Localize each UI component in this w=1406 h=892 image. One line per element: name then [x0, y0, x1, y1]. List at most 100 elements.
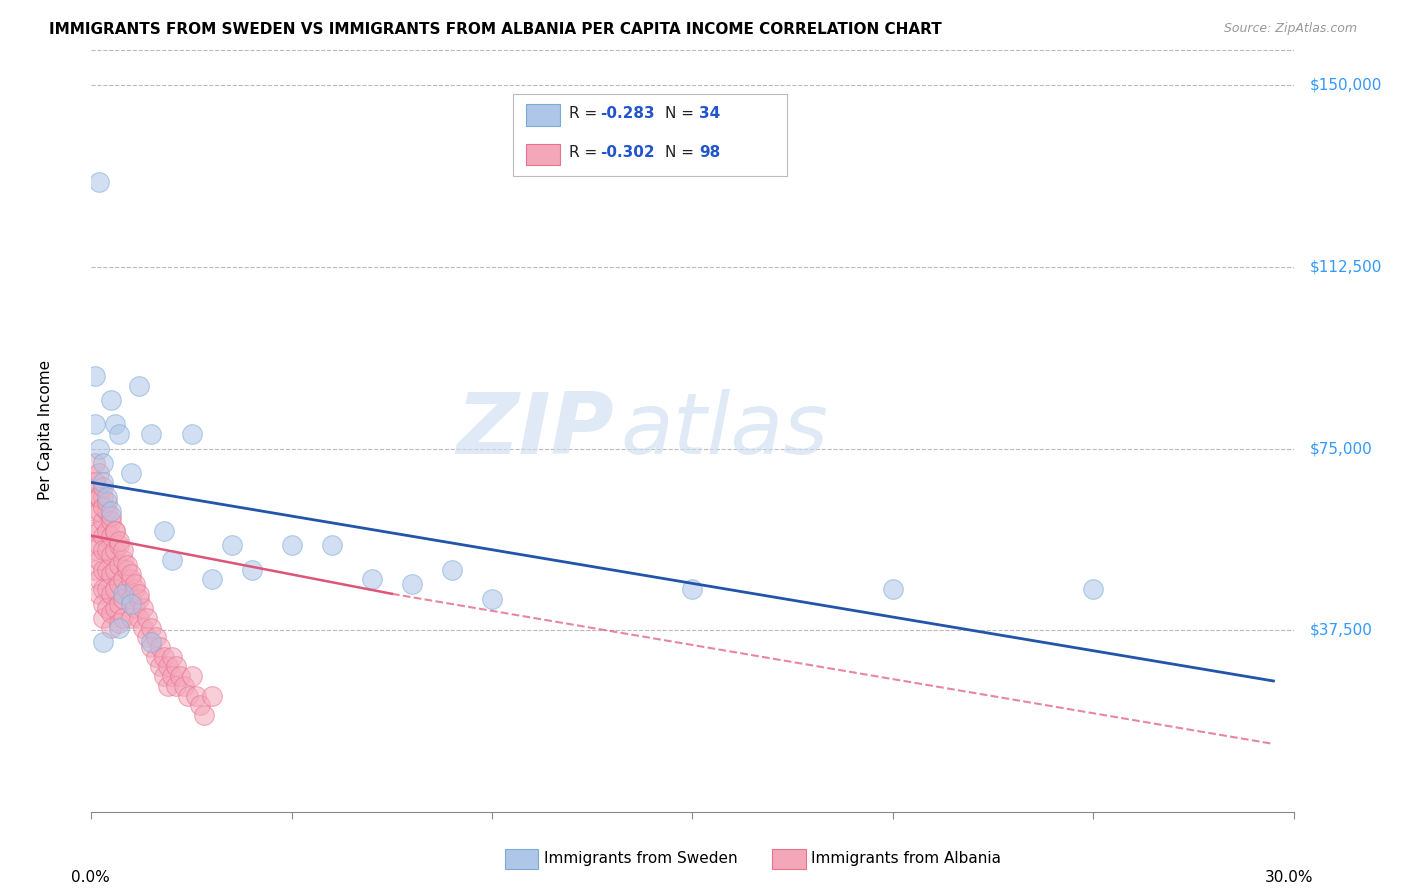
Text: R =: R =: [569, 106, 603, 120]
Text: 98: 98: [699, 145, 720, 160]
Point: [104, 563, 127, 577]
Point: [401, 577, 423, 591]
Point: [176, 689, 198, 703]
Point: [124, 577, 146, 591]
Point: [93, 597, 115, 611]
Point: [200, 572, 222, 586]
Point: [152, 524, 174, 538]
Text: -0.283: -0.283: [600, 106, 655, 120]
Point: [100, 587, 122, 601]
Point: [681, 582, 703, 596]
Point: [128, 611, 150, 625]
Point: [160, 553, 183, 567]
Text: N =: N =: [665, 145, 699, 160]
Point: [104, 543, 127, 558]
Point: [89, 587, 111, 601]
Text: ZIP: ZIP: [457, 389, 614, 472]
Point: [169, 669, 191, 683]
Point: [121, 597, 143, 611]
Text: $150,000: $150,000: [1309, 78, 1382, 93]
Point: [93, 475, 115, 490]
Point: [112, 543, 135, 558]
Point: [96, 495, 118, 509]
Point: [89, 466, 111, 480]
Point: [108, 597, 131, 611]
Point: [112, 587, 135, 601]
Text: Immigrants from Sweden: Immigrants from Sweden: [544, 851, 738, 865]
Point: [96, 490, 118, 504]
Point: [121, 572, 143, 586]
Point: [84, 456, 107, 470]
Point: [84, 368, 107, 383]
Point: [89, 524, 111, 538]
Point: [89, 490, 111, 504]
Point: [96, 582, 118, 596]
Point: [89, 538, 111, 552]
Point: [141, 635, 163, 649]
Point: [141, 640, 163, 654]
Point: [93, 611, 115, 625]
Point: [481, 591, 503, 606]
Point: [89, 553, 111, 567]
Point: [112, 611, 135, 625]
Point: [100, 548, 122, 562]
Point: [104, 524, 127, 538]
Text: 34: 34: [699, 106, 720, 120]
Point: [112, 553, 135, 567]
Point: [193, 707, 215, 722]
Point: [89, 504, 111, 518]
Point: [132, 621, 155, 635]
Point: [104, 582, 127, 596]
Point: [108, 558, 131, 572]
Text: IMMIGRANTS FROM SWEDEN VS IMMIGRANTS FROM ALBANIA PER CAPITA INCOME CORRELATION : IMMIGRANTS FROM SWEDEN VS IMMIGRANTS FRO…: [49, 22, 942, 37]
Point: [100, 567, 122, 582]
Point: [84, 504, 107, 518]
Point: [882, 582, 904, 596]
Point: [104, 417, 127, 432]
Point: [360, 572, 382, 586]
Point: [108, 621, 131, 635]
Point: [84, 524, 107, 538]
Point: [160, 669, 183, 683]
Point: [321, 538, 343, 552]
Point: [141, 427, 163, 442]
Text: $75,000: $75,000: [1309, 441, 1372, 456]
Point: [100, 393, 122, 408]
Point: [89, 175, 111, 189]
Point: [124, 582, 146, 596]
Point: [180, 427, 202, 442]
Point: [128, 591, 150, 606]
Point: [96, 543, 118, 558]
Point: [128, 378, 150, 392]
Point: [173, 679, 195, 693]
Point: [128, 587, 150, 601]
Point: [89, 572, 111, 586]
Point: [84, 490, 107, 504]
Point: [108, 427, 131, 442]
Point: [148, 640, 170, 654]
Point: [84, 563, 107, 577]
Text: -0.302: -0.302: [600, 145, 655, 160]
Point: [96, 563, 118, 577]
Point: [93, 500, 115, 514]
Point: [104, 524, 127, 538]
Point: [156, 659, 179, 673]
Point: [93, 514, 115, 528]
Point: [160, 649, 183, 664]
Point: [180, 669, 202, 683]
Point: [136, 631, 159, 645]
Point: [84, 475, 107, 490]
Point: [89, 490, 111, 504]
Point: [145, 631, 167, 645]
Point: [184, 689, 207, 703]
Point: [148, 659, 170, 673]
Point: [141, 621, 163, 635]
Point: [152, 669, 174, 683]
Text: Immigrants from Albania: Immigrants from Albania: [811, 851, 1001, 865]
Point: [84, 543, 107, 558]
Point: [200, 689, 222, 703]
Point: [93, 456, 115, 470]
Point: [100, 504, 122, 518]
Point: [108, 533, 131, 548]
Point: [96, 601, 118, 615]
